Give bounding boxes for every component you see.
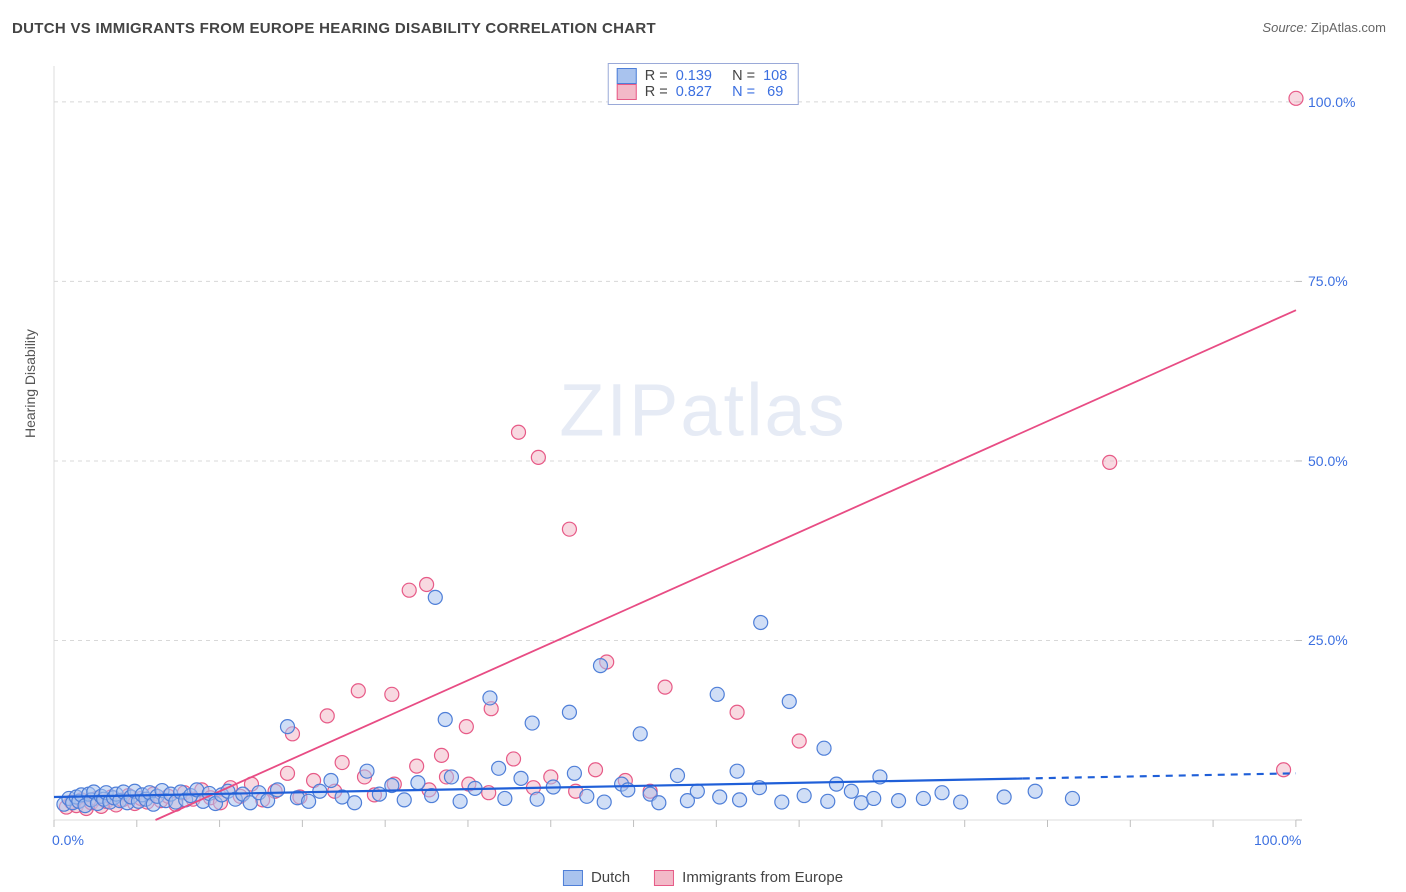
y-tick-label: 50.0% bbox=[1308, 453, 1348, 469]
source: Source: ZipAtlas.com bbox=[1262, 20, 1386, 35]
y-tick-label: 75.0% bbox=[1308, 273, 1348, 289]
y-tick-label: 100.0% bbox=[1308, 94, 1355, 110]
legend-swatch-immigrants bbox=[654, 870, 674, 886]
scatter-chart bbox=[48, 60, 1348, 840]
legend-series: Dutch Immigrants from Europe bbox=[563, 869, 843, 886]
legend-item-immigrants: Immigrants from Europe bbox=[654, 869, 843, 886]
legend-n-value-dutch: 108 bbox=[763, 68, 787, 84]
x-tick-label: 100.0% bbox=[1254, 832, 1301, 848]
legend-stats-row-immigrants: R = 0.827 N = 69 bbox=[617, 84, 788, 100]
legend-r-label: R = bbox=[645, 68, 668, 84]
legend-item-dutch: Dutch bbox=[563, 869, 630, 886]
y-tick-label: 25.0% bbox=[1308, 632, 1348, 648]
legend-r-value-dutch: 0.139 bbox=[676, 68, 712, 84]
legend-swatch-immigrants bbox=[617, 84, 637, 100]
legend-swatch-dutch bbox=[563, 870, 583, 886]
plot-area bbox=[48, 60, 1348, 840]
legend-label-dutch: Dutch bbox=[591, 869, 630, 886]
legend-stats: R = 0.139 N = 108 R = 0.827 N = 69 bbox=[608, 63, 799, 105]
legend-stats-row-dutch: R = 0.139 N = 108 bbox=[617, 68, 788, 84]
legend-r-value-immigrants: 0.827 bbox=[676, 84, 712, 100]
y-axis-label: Hearing Disability bbox=[22, 329, 38, 438]
source-label: Source: bbox=[1262, 20, 1307, 35]
legend-r-label: R = bbox=[645, 84, 668, 100]
legend-label-immigrants: Immigrants from Europe bbox=[682, 869, 843, 886]
source-value: ZipAtlas.com bbox=[1311, 20, 1386, 35]
chart-title: DUTCH VS IMMIGRANTS FROM EUROPE HEARING … bbox=[12, 20, 656, 37]
legend-swatch-dutch bbox=[617, 68, 637, 84]
x-tick-label: 0.0% bbox=[52, 832, 84, 848]
legend-n-label: N = bbox=[720, 68, 755, 84]
legend-n-value-immigrants: N = 69 bbox=[720, 84, 783, 100]
